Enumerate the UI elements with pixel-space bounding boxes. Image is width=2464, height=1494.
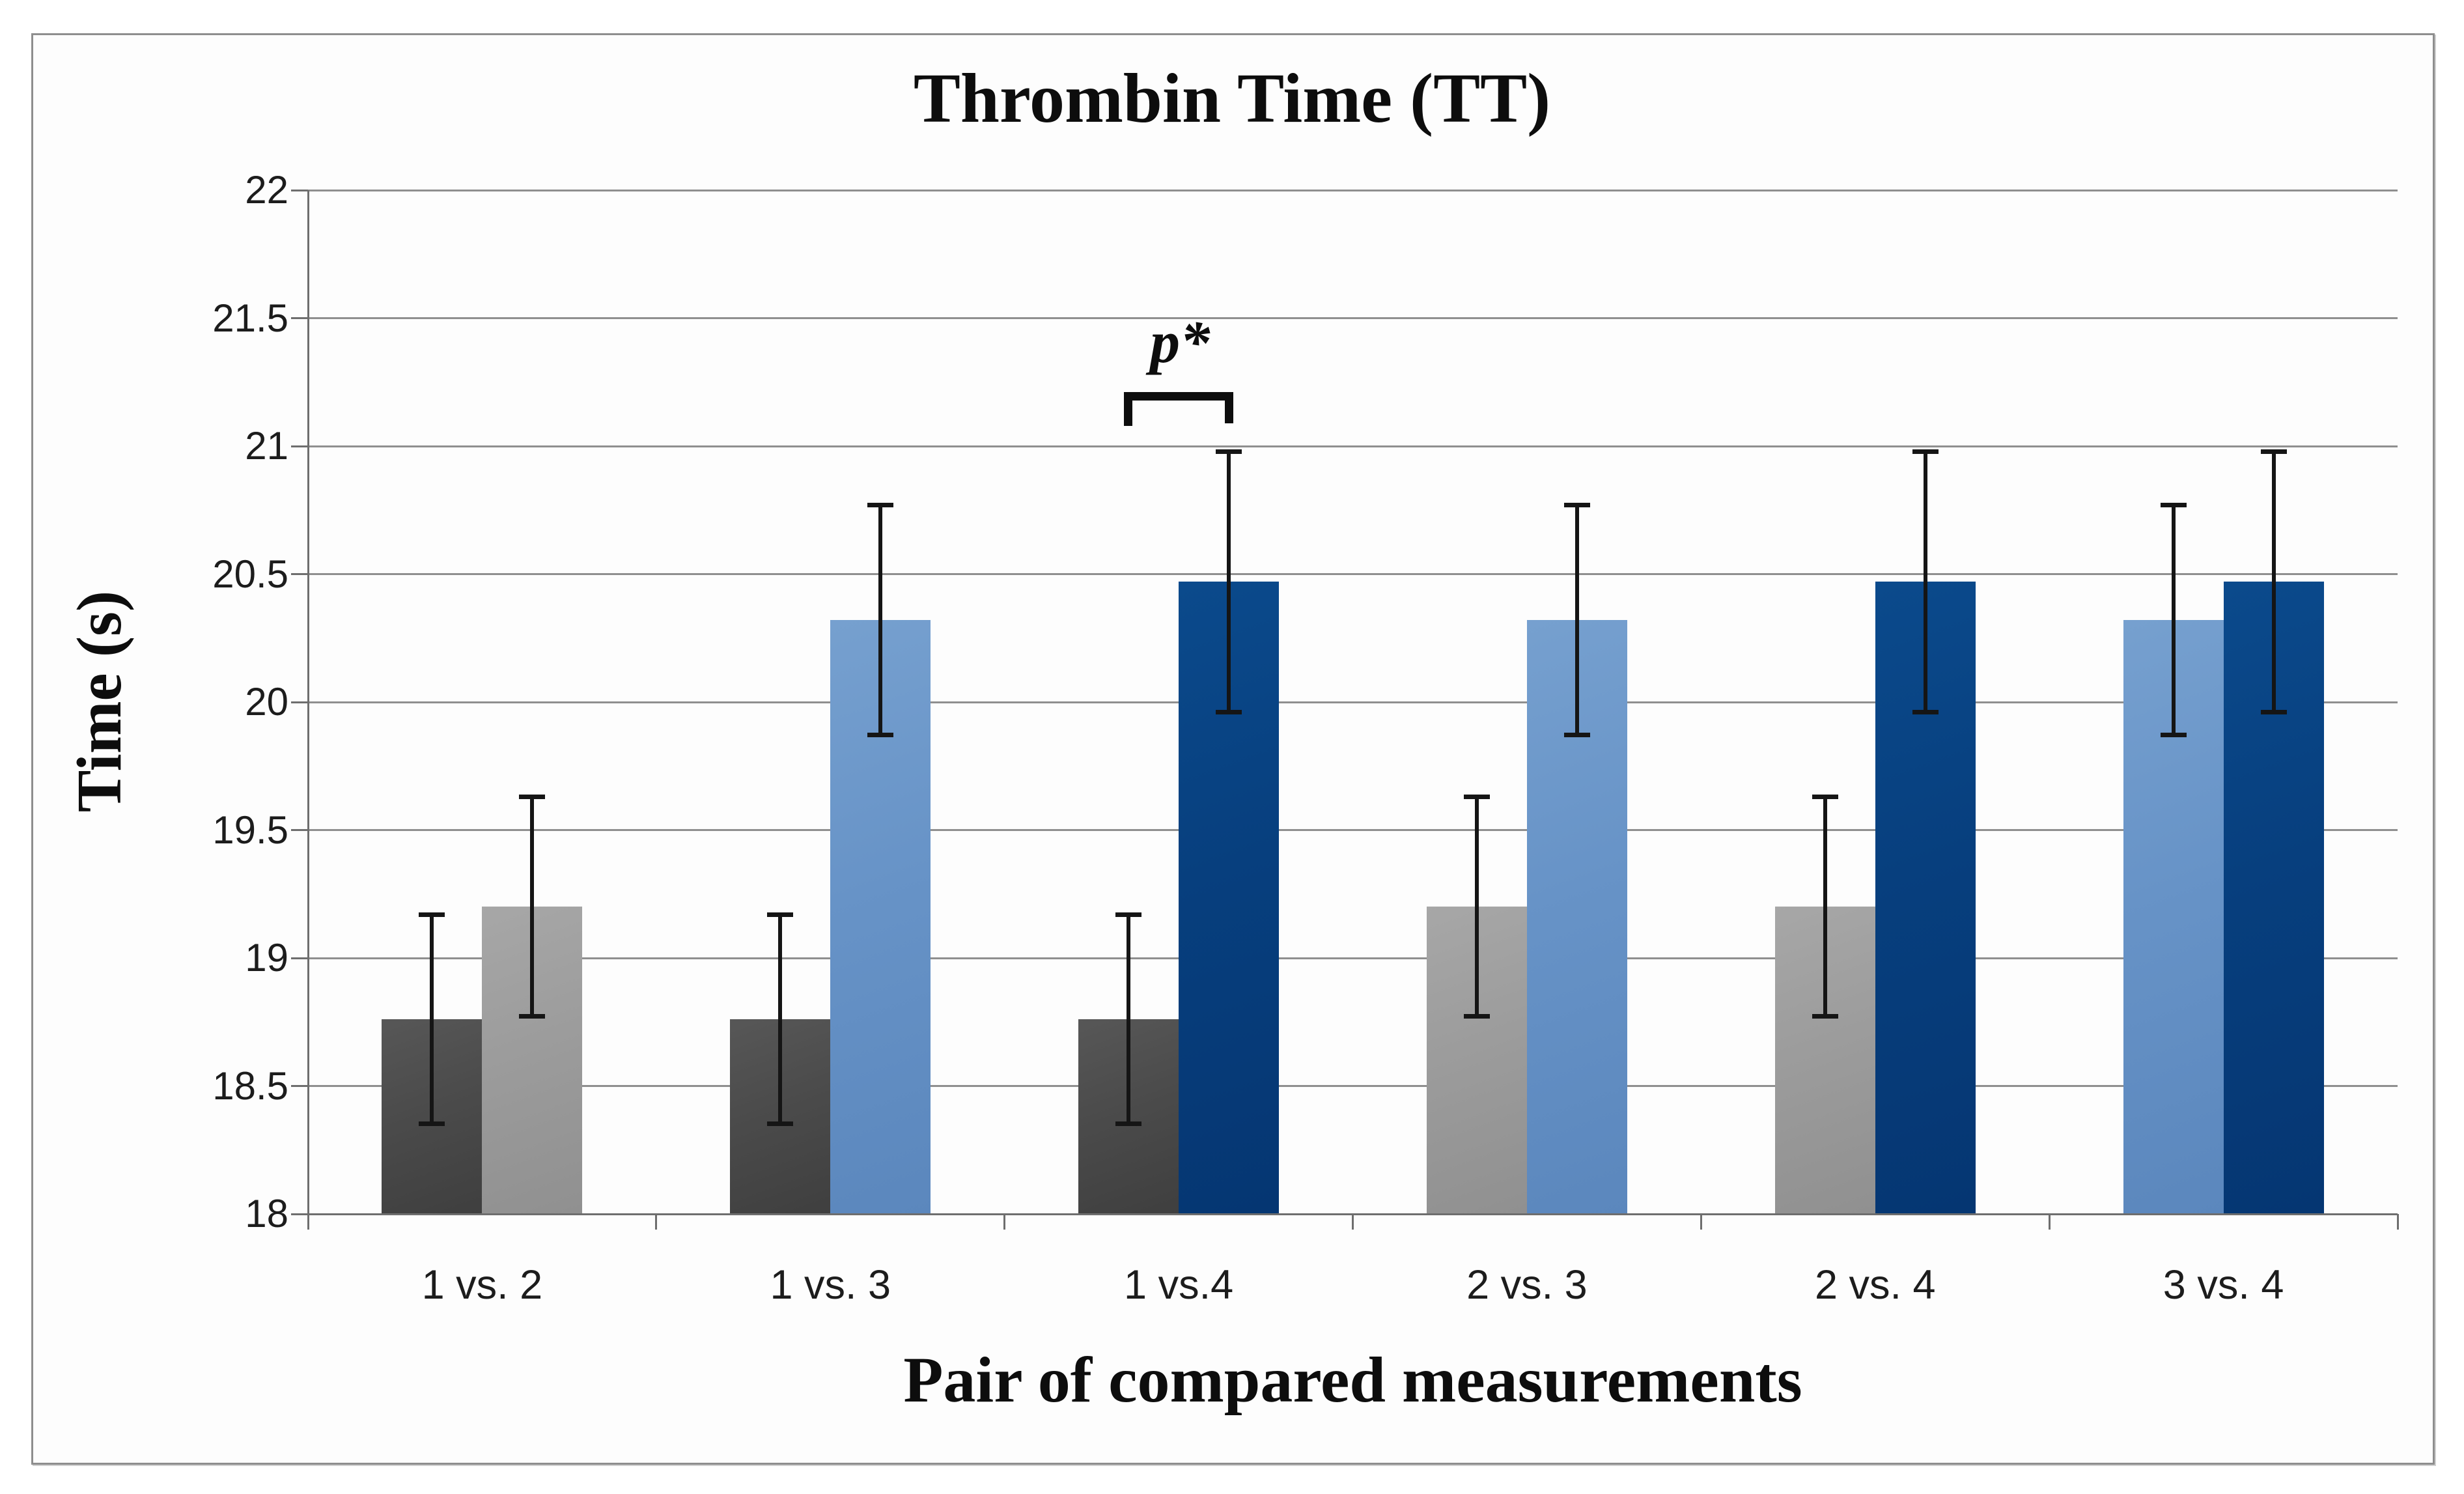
y-tick-label: 20.5 bbox=[212, 552, 288, 596]
y-tick bbox=[291, 573, 308, 575]
y-tick bbox=[291, 189, 308, 191]
error-bar-cap-top bbox=[519, 795, 546, 800]
y-tick-label: 19.5 bbox=[212, 808, 288, 852]
error-bar-cap-top bbox=[867, 503, 894, 508]
x-axis-line bbox=[293, 1213, 2398, 1215]
x-tick bbox=[1700, 1214, 1702, 1230]
error-bar-cap-bottom bbox=[867, 733, 894, 738]
error-bar bbox=[1923, 451, 1927, 712]
error-bar bbox=[2171, 505, 2176, 736]
gridline bbox=[308, 189, 2398, 191]
gridline bbox=[308, 957, 2398, 959]
error-bar bbox=[1823, 796, 1827, 1017]
error-bar bbox=[1575, 505, 1579, 736]
x-tick-label: 1 vs. 3 bbox=[770, 1262, 891, 1308]
significance-label: p* bbox=[1150, 309, 1211, 376]
error-bar-cap-bottom bbox=[2160, 733, 2187, 738]
error-bar-cap-top bbox=[1463, 795, 1490, 800]
error-bar-cap-top bbox=[1812, 795, 1838, 800]
error-bar bbox=[430, 914, 434, 1125]
y-tick bbox=[291, 1085, 308, 1087]
error-bar-cap-bottom bbox=[519, 1014, 546, 1019]
x-axis-title: Pair of compared measurements bbox=[903, 1343, 1802, 1416]
error-bar-cap-top bbox=[1563, 503, 1590, 508]
x-tick bbox=[1352, 1214, 1354, 1230]
error-bar-cap-top bbox=[2160, 503, 2187, 508]
error-bar bbox=[1127, 914, 1131, 1125]
error-bar-cap-top bbox=[767, 912, 794, 918]
y-tick-label: 22 bbox=[245, 168, 288, 212]
y-tick bbox=[291, 701, 308, 703]
significance-bracket bbox=[1124, 392, 1234, 401]
gridline bbox=[308, 829, 2398, 831]
gridline bbox=[308, 317, 2398, 319]
y-axis-line bbox=[307, 190, 309, 1214]
x-tick-label: 1 vs. 2 bbox=[421, 1262, 543, 1308]
y-tick bbox=[291, 317, 308, 319]
error-bar-cap-top bbox=[419, 912, 445, 918]
x-tick bbox=[1003, 1214, 1006, 1230]
x-tick bbox=[2396, 1214, 2399, 1230]
chart-title: Thrombin Time (TT) bbox=[913, 60, 1551, 137]
error-bar-cap-bottom bbox=[1812, 1014, 1838, 1019]
error-bar-cap-bottom bbox=[1563, 733, 1590, 738]
y-tick-label: 18.5 bbox=[212, 1064, 288, 1108]
y-tick-label: 20 bbox=[245, 680, 288, 724]
x-tick-label: 3 vs. 4 bbox=[2163, 1262, 2284, 1308]
y-tick-label: 21.5 bbox=[212, 296, 288, 340]
error-bar-cap-bottom bbox=[1115, 1121, 1142, 1127]
error-bar bbox=[778, 914, 783, 1125]
x-tick bbox=[2048, 1214, 2051, 1230]
y-tick bbox=[291, 445, 308, 447]
x-tick bbox=[307, 1214, 309, 1230]
error-bar bbox=[1474, 796, 1479, 1017]
y-tick-label: 18 bbox=[245, 1192, 288, 1235]
gridline bbox=[308, 445, 2398, 447]
y-tick bbox=[291, 957, 308, 959]
x-tick bbox=[655, 1214, 658, 1230]
error-bar-cap-bottom bbox=[2260, 709, 2287, 714]
error-bar bbox=[878, 505, 883, 736]
significance-bracket-leg-left bbox=[1124, 392, 1133, 427]
y-tick-label: 21 bbox=[245, 424, 288, 468]
significance-bracket-leg-right bbox=[1225, 392, 1234, 424]
gridline bbox=[308, 701, 2398, 703]
error-bar bbox=[1227, 451, 1231, 712]
x-tick-label: 2 vs. 4 bbox=[1814, 1262, 1936, 1308]
error-bar bbox=[2271, 451, 2276, 712]
error-bar bbox=[530, 796, 535, 1017]
gridline bbox=[308, 573, 2398, 575]
error-bar-cap-bottom bbox=[1216, 709, 1242, 714]
y-tick bbox=[291, 829, 308, 831]
error-bar-cap-bottom bbox=[1463, 1014, 1490, 1019]
error-bar-cap-top bbox=[1115, 912, 1142, 918]
error-bar-cap-bottom bbox=[419, 1121, 445, 1127]
error-bar-cap-top bbox=[1912, 449, 1939, 454]
error-bar-cap-bottom bbox=[1912, 709, 1939, 714]
y-tick-label: 19 bbox=[245, 936, 288, 980]
error-bar-cap-top bbox=[2260, 449, 2287, 454]
x-tick-label: 1 vs.4 bbox=[1124, 1262, 1234, 1308]
x-tick-label: 2 vs. 3 bbox=[1466, 1262, 1588, 1308]
gridline bbox=[308, 1085, 2398, 1087]
error-bar-cap-bottom bbox=[767, 1121, 794, 1127]
error-bar-cap-top bbox=[1216, 449, 1242, 454]
